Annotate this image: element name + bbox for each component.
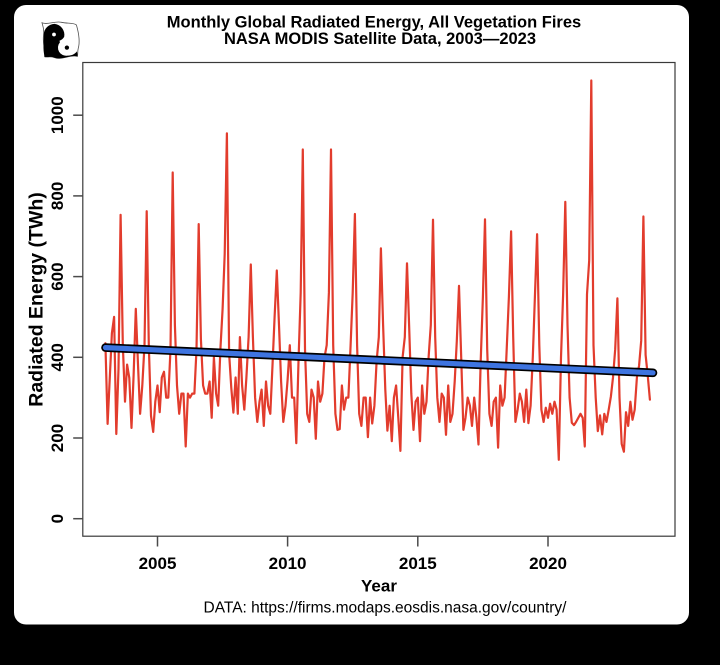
svg-text:0: 0 <box>48 514 67 523</box>
svg-text:Radiated Energy (TWh): Radiated Energy (TWh) <box>26 192 48 407</box>
svg-text:2005: 2005 <box>139 554 177 573</box>
svg-text:2015: 2015 <box>399 554 437 573</box>
svg-text:200: 200 <box>48 424 67 452</box>
svg-text:1000: 1000 <box>48 96 67 134</box>
svg-text:800: 800 <box>48 182 67 210</box>
svg-text:400: 400 <box>48 343 67 371</box>
svg-text:DATA: https://firms.modaps.eos: DATA: https://firms.modaps.eosdis.nasa.g… <box>204 600 568 617</box>
svg-text:600: 600 <box>48 262 67 290</box>
svg-text:2020: 2020 <box>529 554 567 573</box>
svg-text:2010: 2010 <box>269 554 307 573</box>
svg-text:NASA MODIS Satellite Data, 200: NASA MODIS Satellite Data, 2003—2023 <box>224 30 536 48</box>
svg-text:Year: Year <box>361 577 397 596</box>
svg-text:Monthly Global Radiated Energy: Monthly Global Radiated Energy, All Vege… <box>167 14 581 32</box>
